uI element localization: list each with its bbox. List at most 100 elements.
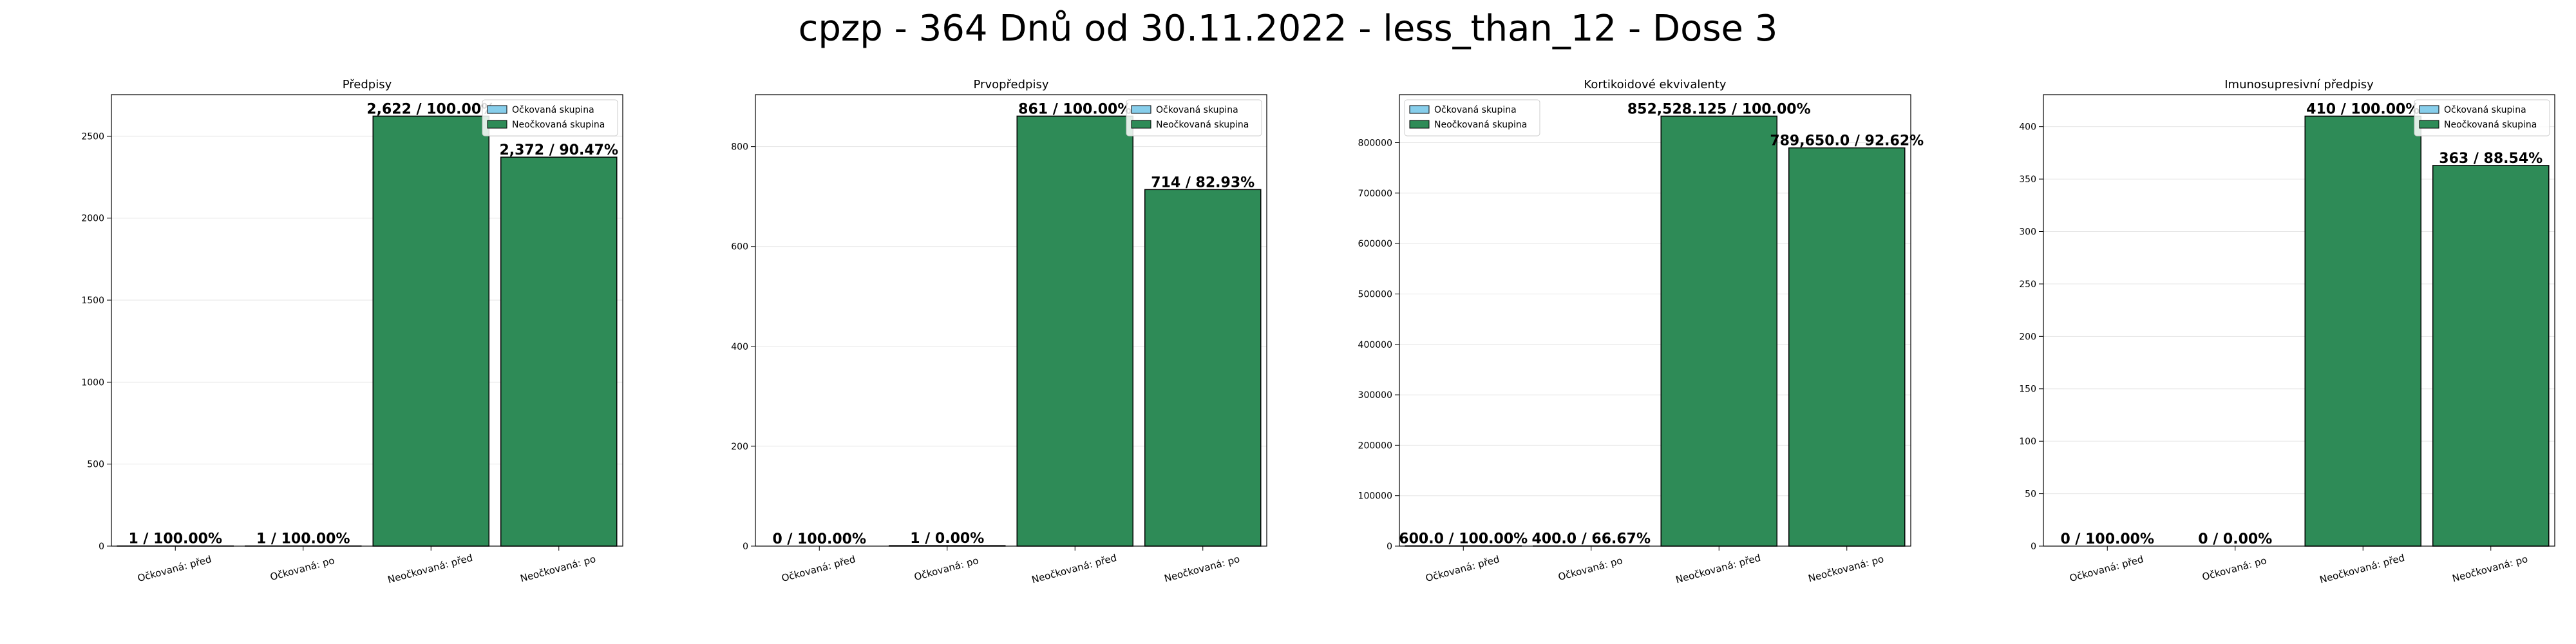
y-tick-label: 500 bbox=[87, 460, 104, 470]
axes-frame bbox=[755, 94, 1267, 547]
axes-frame bbox=[111, 94, 623, 547]
y-tick-label: 500000 bbox=[1358, 289, 1392, 299]
y-tick-label: 400000 bbox=[1358, 340, 1392, 350]
y-tick-label: 700000 bbox=[1358, 189, 1392, 199]
bar bbox=[1660, 115, 1777, 547]
chart-title: Předpisy bbox=[343, 78, 392, 91]
x-tick-label: Neočkovaná: před bbox=[1674, 552, 1762, 586]
y-tick-label: 400 bbox=[2019, 122, 2036, 133]
y-tick-label: 2000 bbox=[81, 214, 104, 224]
y-tick-label: 0 bbox=[743, 542, 748, 552]
data-label: 789,650.0 / 92.62% bbox=[1770, 133, 1924, 149]
x-tick-label: Očkovaná: po bbox=[913, 554, 980, 583]
y-tick-label: 2500 bbox=[81, 131, 104, 142]
figure-title: cpzp - 364 Dnů od 30.11.2022 - less_than… bbox=[798, 8, 1778, 50]
y-tick-label: 0 bbox=[2031, 542, 2036, 552]
data-label: 0 / 0.00% bbox=[2198, 531, 2272, 547]
data-label: 1 / 0.00% bbox=[910, 531, 984, 547]
data-label: 400.0 / 66.67% bbox=[1531, 531, 1651, 547]
x-tick-label: Očkovaná: po bbox=[269, 554, 336, 583]
x-tick-label: Očkovaná: před bbox=[137, 553, 213, 584]
y-tick-label: 350 bbox=[2019, 175, 2036, 185]
axes-frame bbox=[1399, 94, 1911, 547]
y-tick-label: 100000 bbox=[1358, 491, 1392, 502]
legend-swatch bbox=[487, 120, 507, 129]
data-label: 0 / 100.00% bbox=[772, 531, 866, 547]
legend-box bbox=[2414, 99, 2550, 137]
x-tick-label: Očkovaná: po bbox=[1557, 554, 1624, 583]
y-tick-label: 200 bbox=[2019, 332, 2036, 342]
legend-label: Očkovaná skupina bbox=[1434, 105, 1517, 115]
data-label: 363 / 88.54% bbox=[2439, 151, 2543, 167]
data-label: 0 / 100.00% bbox=[2060, 531, 2154, 547]
bar bbox=[1016, 115, 1133, 547]
legend: Očkovaná skupina Neočkovaná skupina bbox=[2414, 99, 2550, 137]
chart-imunosupresivni-predpisy: 0 / 100.00% 0 / 0.00% 410 / 100.00% 363 / 8… bbox=[2019, 78, 2555, 586]
y-tick-label: 150 bbox=[2019, 384, 2036, 395]
bar bbox=[1788, 147, 1906, 547]
legend-swatch bbox=[487, 105, 507, 114]
chart-predpisy: 1 / 100.00% 1 / 100.00% 2,622 / 100.00% 2,3… bbox=[81, 78, 623, 585]
chart-prvopredpisy: 0 / 100.00% 1 / 0.00% 861 / 100.00% 714 / 8… bbox=[731, 78, 1267, 586]
y-tick-label: 600000 bbox=[1358, 239, 1392, 249]
legend: Očkovaná skupina Neočkovaná skupina bbox=[482, 99, 618, 137]
x-tick-label: Neočkovaná: po bbox=[1163, 553, 1241, 585]
chart-title: Imunosupresivní předpisy bbox=[2224, 78, 2374, 91]
legend-label: Neočkovaná skupina bbox=[1434, 120, 1527, 130]
x-tick-label: Neočkovaná: po bbox=[519, 553, 597, 585]
x-tick-label: Očkovaná: před bbox=[1425, 553, 1501, 584]
legend-swatch bbox=[1409, 105, 1430, 114]
legend-label: Očkovaná skupina bbox=[1156, 105, 1238, 115]
data-label: 600.0 / 100.00% bbox=[1399, 531, 1528, 547]
legend-label: Očkovaná skupina bbox=[2444, 105, 2526, 115]
y-tick-label: 250 bbox=[2019, 279, 2036, 290]
legend: Očkovaná skupina Neočkovaná skupina bbox=[1404, 99, 1540, 137]
y-tick-label: 50 bbox=[2025, 489, 2036, 500]
legend-box bbox=[482, 99, 618, 137]
axes-frame bbox=[2043, 94, 2555, 547]
legend-swatch bbox=[2419, 105, 2439, 114]
chart-title: Prvopředpisy bbox=[974, 78, 1049, 91]
legend-swatch bbox=[1131, 105, 1151, 114]
legend-swatch bbox=[1131, 120, 1151, 129]
legend-label: Neočkovaná skupina bbox=[1156, 120, 1249, 130]
y-tick-label: 1000 bbox=[81, 377, 104, 388]
x-tick-label: Očkovaná: po bbox=[2201, 554, 2268, 583]
x-tick-label: Neočkovaná: po bbox=[2451, 553, 2529, 585]
x-tick-label: Očkovaná: před bbox=[781, 553, 857, 584]
data-label: 852,528.125 / 100.00% bbox=[1627, 101, 1811, 117]
legend-label: Neočkovaná skupina bbox=[512, 120, 605, 130]
y-tick-label: 600 bbox=[731, 242, 748, 252]
data-label: 2,622 / 100.00% bbox=[366, 101, 495, 117]
legend: Očkovaná skupina Neočkovaná skupina bbox=[1126, 99, 1262, 137]
data-label: 1 / 100.00% bbox=[256, 531, 350, 547]
x-tick-label: Neočkovaná: před bbox=[2318, 552, 2406, 586]
data-label: 1 / 100.00% bbox=[128, 531, 222, 547]
legend-swatch bbox=[2419, 120, 2439, 129]
y-tick-label: 800000 bbox=[1358, 138, 1392, 149]
bar bbox=[1144, 189, 1262, 547]
data-label: 410 / 100.00% bbox=[2306, 101, 2420, 117]
y-tick-label: 0 bbox=[1387, 542, 1392, 552]
x-tick-label: Neočkovaná: před bbox=[1030, 552, 1118, 586]
y-tick-label: 100 bbox=[2019, 437, 2036, 447]
bar bbox=[2304, 115, 2421, 547]
data-label: 2,372 / 90.47% bbox=[499, 142, 618, 158]
y-tick-label: 1500 bbox=[81, 296, 104, 306]
x-tick-label: Očkovaná: před bbox=[2069, 553, 2145, 584]
legend-box bbox=[1404, 99, 1540, 137]
legend-box bbox=[1126, 99, 1262, 137]
y-tick-label: 400 bbox=[731, 342, 748, 352]
y-tick-label: 300000 bbox=[1358, 390, 1392, 401]
bar bbox=[372, 115, 489, 547]
chart-title: Kortikoidové ekvivalenty bbox=[1584, 78, 1726, 91]
legend-label: Neočkovaná skupina bbox=[2444, 120, 2537, 130]
bar bbox=[500, 156, 618, 547]
y-tick-label: 0 bbox=[99, 542, 104, 552]
chart-kortikoidove-ekvivalenty: 600.0 / 100.00% 400.0 / 66.67% 852,528.125… bbox=[1358, 78, 1924, 586]
y-tick-label: 300 bbox=[2019, 227, 2036, 237]
data-label: 714 / 82.93% bbox=[1151, 175, 1255, 191]
data-label: 861 / 100.00% bbox=[1018, 101, 1132, 117]
legend-label: Očkovaná skupina bbox=[512, 105, 594, 115]
legend-swatch bbox=[1409, 120, 1430, 129]
